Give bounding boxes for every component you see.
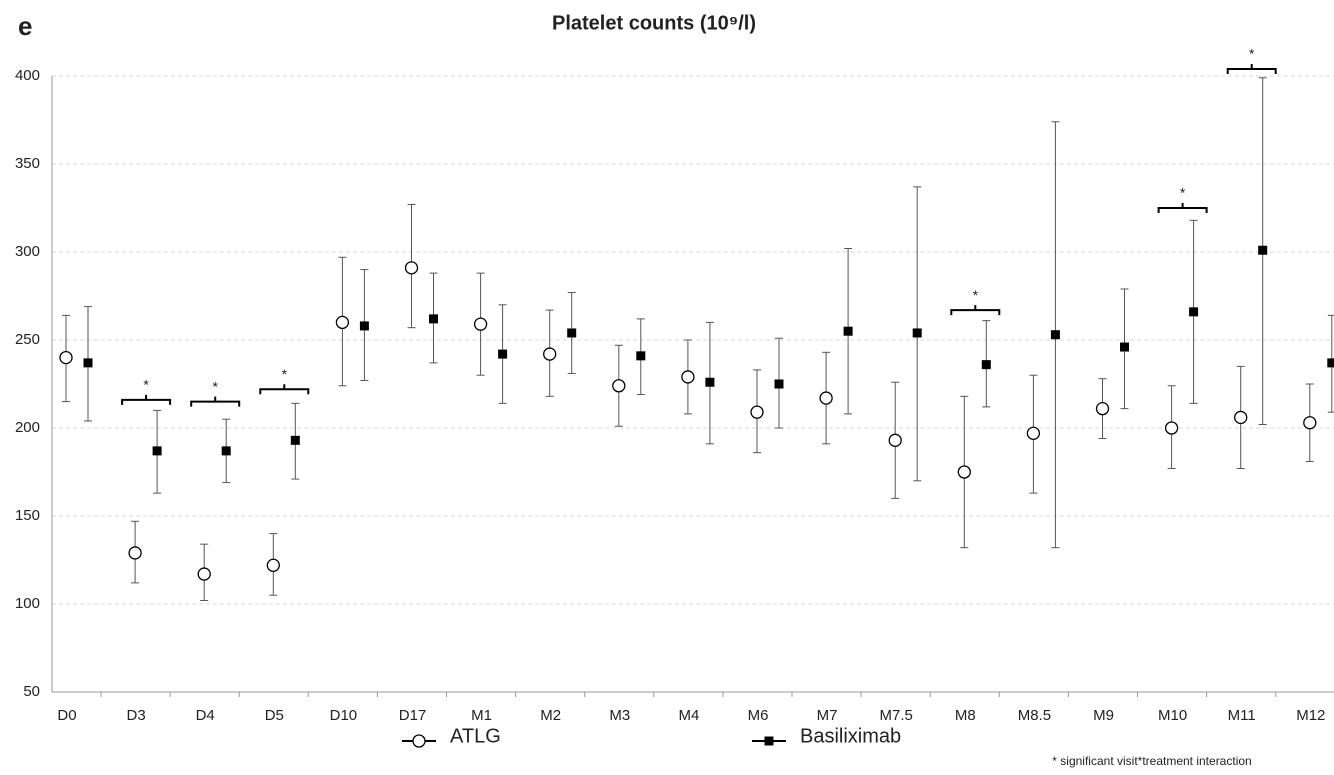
significance-bracket: [259, 384, 310, 395]
point: [957, 465, 971, 479]
y-tick-label: 300: [15, 243, 40, 260]
y-tick-label: 350: [15, 155, 40, 172]
point: [473, 317, 488, 331]
point: [1026, 426, 1041, 440]
x-tick-label: D5: [265, 707, 284, 724]
x-tick-label: M8: [955, 707, 976, 724]
point: [1258, 245, 1268, 255]
point: [750, 405, 764, 419]
point: [681, 370, 695, 384]
point: [266, 558, 280, 572]
point: [429, 314, 438, 324]
x-tick-label: D3: [127, 707, 146, 724]
point: [1189, 307, 1199, 317]
significance-bracket: [190, 396, 241, 407]
point: [83, 358, 93, 368]
x-tick-label: M8.5: [1018, 707, 1051, 724]
point: [1050, 330, 1060, 340]
significance-star: *: [212, 378, 218, 394]
significance-bracket: [121, 394, 172, 405]
x-tick-label: M3: [609, 707, 630, 724]
legend-label: Basiliximab: [800, 725, 901, 747]
point: [221, 446, 231, 456]
x-tick-label: D0: [57, 707, 76, 724]
y-tick-label: 200: [15, 419, 40, 436]
point: [1327, 358, 1334, 368]
legend-marker: [412, 734, 426, 748]
point: [888, 433, 902, 447]
point: [912, 328, 922, 338]
x-tick-label: M6: [748, 707, 769, 724]
significance-star: *: [143, 377, 149, 393]
x-tick-label: M9: [1093, 707, 1114, 724]
legend-marker: [764, 736, 774, 746]
significance-star: *: [1180, 185, 1186, 201]
point: [843, 326, 853, 336]
footnote: * significant visit*treatment interactio…: [1052, 754, 1251, 768]
point: [197, 567, 211, 581]
point: [359, 321, 369, 331]
point: [498, 349, 508, 359]
significance-bracket: [950, 305, 1001, 316]
point: [59, 350, 73, 365]
x-tick-label: M12: [1296, 707, 1325, 724]
point: [774, 379, 784, 389]
x-tick-label: M2: [540, 707, 561, 724]
y-tick-label: 400: [15, 67, 40, 84]
x-tick-label: M7: [817, 707, 838, 724]
significance-bracket: [1226, 63, 1277, 74]
point: [290, 435, 300, 445]
point: [1164, 421, 1179, 435]
x-tick-label: D17: [399, 707, 427, 724]
y-tick-label: 100: [15, 595, 40, 612]
x-tick-label: D4: [196, 707, 215, 724]
point: [335, 315, 350, 330]
x-tick-label: M1: [471, 707, 492, 724]
x-tick-label: M11: [1228, 707, 1256, 724]
point: [612, 379, 626, 393]
significance-bracket: [1157, 203, 1208, 213]
x-tick-label: M10: [1158, 707, 1187, 724]
y-tick-label: 250: [15, 331, 40, 348]
significance-star: *: [282, 366, 288, 382]
point: [1095, 401, 1110, 416]
point: [636, 351, 646, 361]
x-tick-label: M4: [678, 707, 699, 724]
significance-star: *: [1249, 46, 1255, 62]
chart-title: Platelet counts (10⁹/l): [552, 12, 756, 34]
point: [1234, 410, 1248, 425]
point: [705, 377, 715, 387]
point: [128, 546, 142, 560]
point: [543, 347, 557, 361]
point: [1120, 342, 1129, 352]
point: [404, 261, 419, 275]
point: [567, 328, 577, 338]
legend-label: ATLG: [450, 725, 501, 747]
point: [1303, 416, 1317, 430]
point: [819, 391, 833, 405]
x-tick-label: D10: [330, 707, 358, 724]
point: [981, 360, 991, 370]
point: [152, 446, 162, 456]
panel-label: e: [18, 11, 32, 41]
y-tick-label: 150: [15, 507, 40, 524]
significance-star: *: [973, 287, 979, 303]
x-tick-label: M7.5: [880, 707, 913, 724]
y-tick-label: 50: [23, 683, 40, 700]
